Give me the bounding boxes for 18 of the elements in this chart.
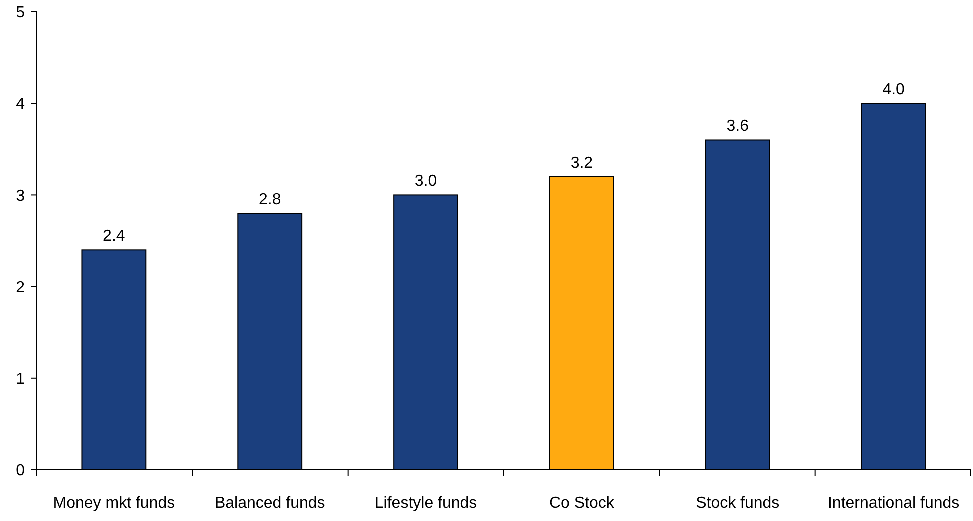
y-tick-label: 1 bbox=[16, 371, 26, 388]
y-tick-label: 3 bbox=[16, 188, 26, 205]
x-tick-label: International funds bbox=[828, 495, 960, 512]
data-label: 2.8 bbox=[258, 192, 282, 209]
data-label: 2.4 bbox=[103, 228, 126, 246]
x-tick-label: Stock funds bbox=[696, 495, 780, 512]
data-label: 3.2 bbox=[570, 154, 594, 172]
x-tick-label: Money mkt funds bbox=[53, 495, 176, 512]
x-tick-label: Balanced funds bbox=[214, 495, 326, 512]
data-label: 4.0 bbox=[882, 82, 906, 99]
y-tick-label: 2 bbox=[16, 279, 26, 296]
x-tick-label: Lifestyle funds bbox=[374, 495, 478, 512]
y-tick-label: 4 bbox=[16, 96, 26, 114]
data-label: 3.0 bbox=[414, 173, 438, 190]
y-tick-label: 5 bbox=[16, 4, 26, 22]
y-tick-label: 0 bbox=[16, 462, 26, 480]
x-tick-label: Co Stock bbox=[550, 495, 616, 512]
data-label: 3.6 bbox=[726, 118, 750, 136]
